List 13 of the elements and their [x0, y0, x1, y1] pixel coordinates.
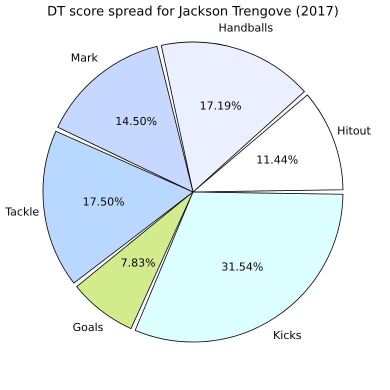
data-label: 31.54% [221, 260, 264, 274]
data-label: 7.83% [120, 256, 156, 270]
slice-label: Hitout [337, 124, 372, 138]
data-label: 17.19% [200, 99, 242, 112]
data-label: 14.50% [115, 115, 158, 128]
slice-label: Kicks [273, 328, 302, 342]
chart-title: DT score spread for Jackson Trengove (2017) [47, 4, 339, 20]
data-label: 17.50% [82, 196, 125, 209]
slice-label: Mark [70, 52, 99, 65]
slice-label: Handballs [218, 21, 274, 34]
data-label: 11.44% [256, 153, 298, 166]
slice-label: Tackle [4, 205, 40, 218]
slice-label: Goals [72, 321, 104, 334]
